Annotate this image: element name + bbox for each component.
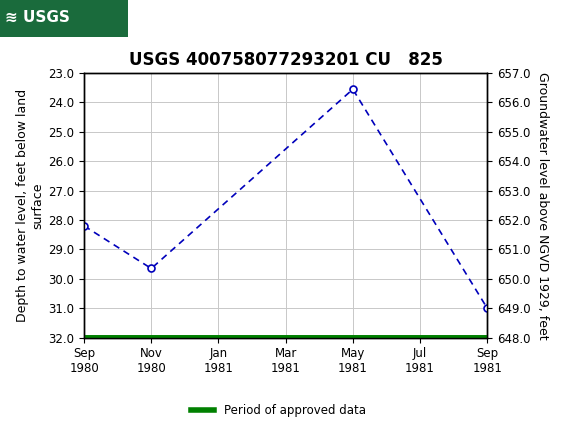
Legend: Period of approved data: Period of approved data: [186, 399, 371, 422]
Text: ≋ USGS: ≋ USGS: [5, 10, 70, 25]
Y-axis label: Groundwater level above NGVD 1929, feet: Groundwater level above NGVD 1929, feet: [536, 71, 549, 339]
Title: USGS 400758077293201 CU   825: USGS 400758077293201 CU 825: [129, 51, 443, 69]
FancyBboxPatch shape: [0, 0, 128, 37]
Y-axis label: Depth to water level, feet below land
surface: Depth to water level, feet below land su…: [16, 89, 44, 322]
